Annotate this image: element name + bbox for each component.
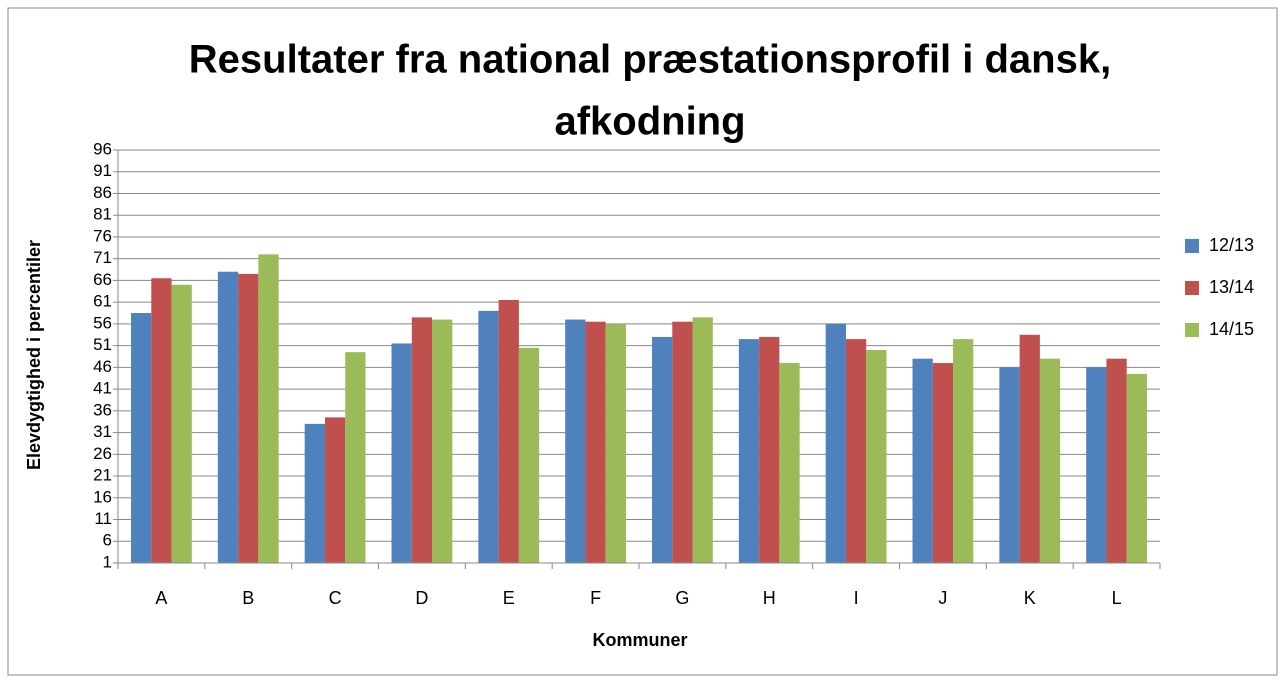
y-tick-label: 31 [93,422,112,441]
chart-title: Resultater fra national præstationsprofi… [189,38,1111,82]
legend-label: 12/13 [1209,235,1254,255]
y-tick-label: 16 [93,487,112,506]
bar [151,278,172,563]
bar [345,352,366,563]
bar [131,313,152,563]
bar [171,284,192,563]
bar [411,317,433,563]
x-tick-label: C [329,588,342,608]
bar [478,310,499,563]
bar [1106,358,1127,563]
legend-swatch [1185,323,1199,337]
x-tick-label: G [675,588,689,608]
bar [738,339,760,563]
y-tick-label: 76 [93,226,112,245]
x-tick-label: B [242,588,254,608]
bar [238,273,259,563]
bar [324,417,346,563]
bar [912,358,933,563]
x-tick-label: I [854,588,859,608]
y-tick-label: 61 [93,292,112,311]
bar [953,339,974,563]
bar [1126,373,1147,563]
bar [779,363,800,563]
bar [217,271,239,563]
bar [1039,358,1061,563]
y-tick-label: 66 [93,270,112,289]
legend-swatch [1185,281,1199,295]
y-tick-label: 91 [93,161,112,180]
y-tick-label: 6 [103,531,112,550]
bar [1086,367,1107,563]
y-tick-label: 56 [93,313,112,332]
y-tick-label: 26 [93,444,112,463]
bar [866,349,887,563]
bar [498,299,519,563]
x-tick-label: J [938,588,947,608]
y-tick-label: 1 [103,552,112,571]
y-tick-label: 81 [93,205,112,224]
y-tick-label: 41 [93,379,112,398]
y-tick-label: 96 [93,139,112,158]
x-tick-label: H [763,588,776,608]
x-tick-label: K [1024,588,1036,608]
y-tick-label: 11 [94,509,112,528]
y-tick-label: 46 [93,357,112,376]
bar [304,423,325,563]
bar [518,347,540,563]
bar [565,319,586,563]
bar [759,336,780,563]
y-tick-label: 51 [93,335,112,354]
bar [932,363,954,563]
bar [432,319,453,563]
bar [672,321,693,563]
legend-label: 14/15 [1209,319,1254,339]
x-tick-label: F [590,588,601,608]
chart-title: afkodning [554,100,745,144]
x-tick-label: D [415,588,428,608]
bar [652,336,673,563]
bar [692,317,713,563]
x-axis-title: Kommuner [592,630,687,650]
y-tick-label: 71 [93,248,112,267]
y-tick-label: 36 [93,400,112,419]
bar [999,367,1020,563]
x-tick-label: L [1112,588,1122,608]
x-tick-label: A [155,588,167,608]
bar [845,339,867,563]
bar [605,323,626,563]
bar [258,254,279,563]
bar [1019,334,1040,563]
y-tick-label: 21 [93,466,112,485]
y-tick-label: 86 [93,183,112,202]
bar [585,321,606,563]
legend-label: 13/14 [1209,277,1254,297]
x-tick-label: E [503,588,515,608]
bar [391,343,412,563]
y-axis-title: Elevdygtighed i percentiler [24,240,44,470]
bar [825,323,846,563]
legend-swatch [1185,239,1199,253]
